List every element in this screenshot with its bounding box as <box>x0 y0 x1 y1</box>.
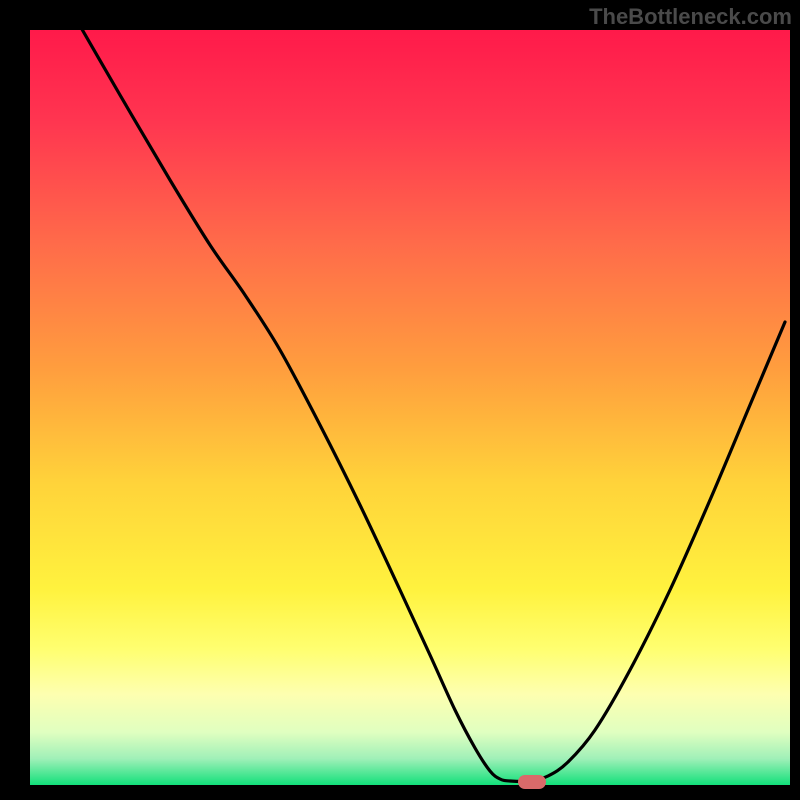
gradient-plot-area <box>30 30 790 785</box>
bottleneck-curve <box>68 5 785 781</box>
outer-bg <box>0 0 800 800</box>
chart-svg <box>0 0 800 800</box>
bottleneck-chart: TheBottleneck.com <box>0 0 800 800</box>
optimum-marker <box>518 775 546 789</box>
watermark-text: TheBottleneck.com <box>589 4 792 30</box>
